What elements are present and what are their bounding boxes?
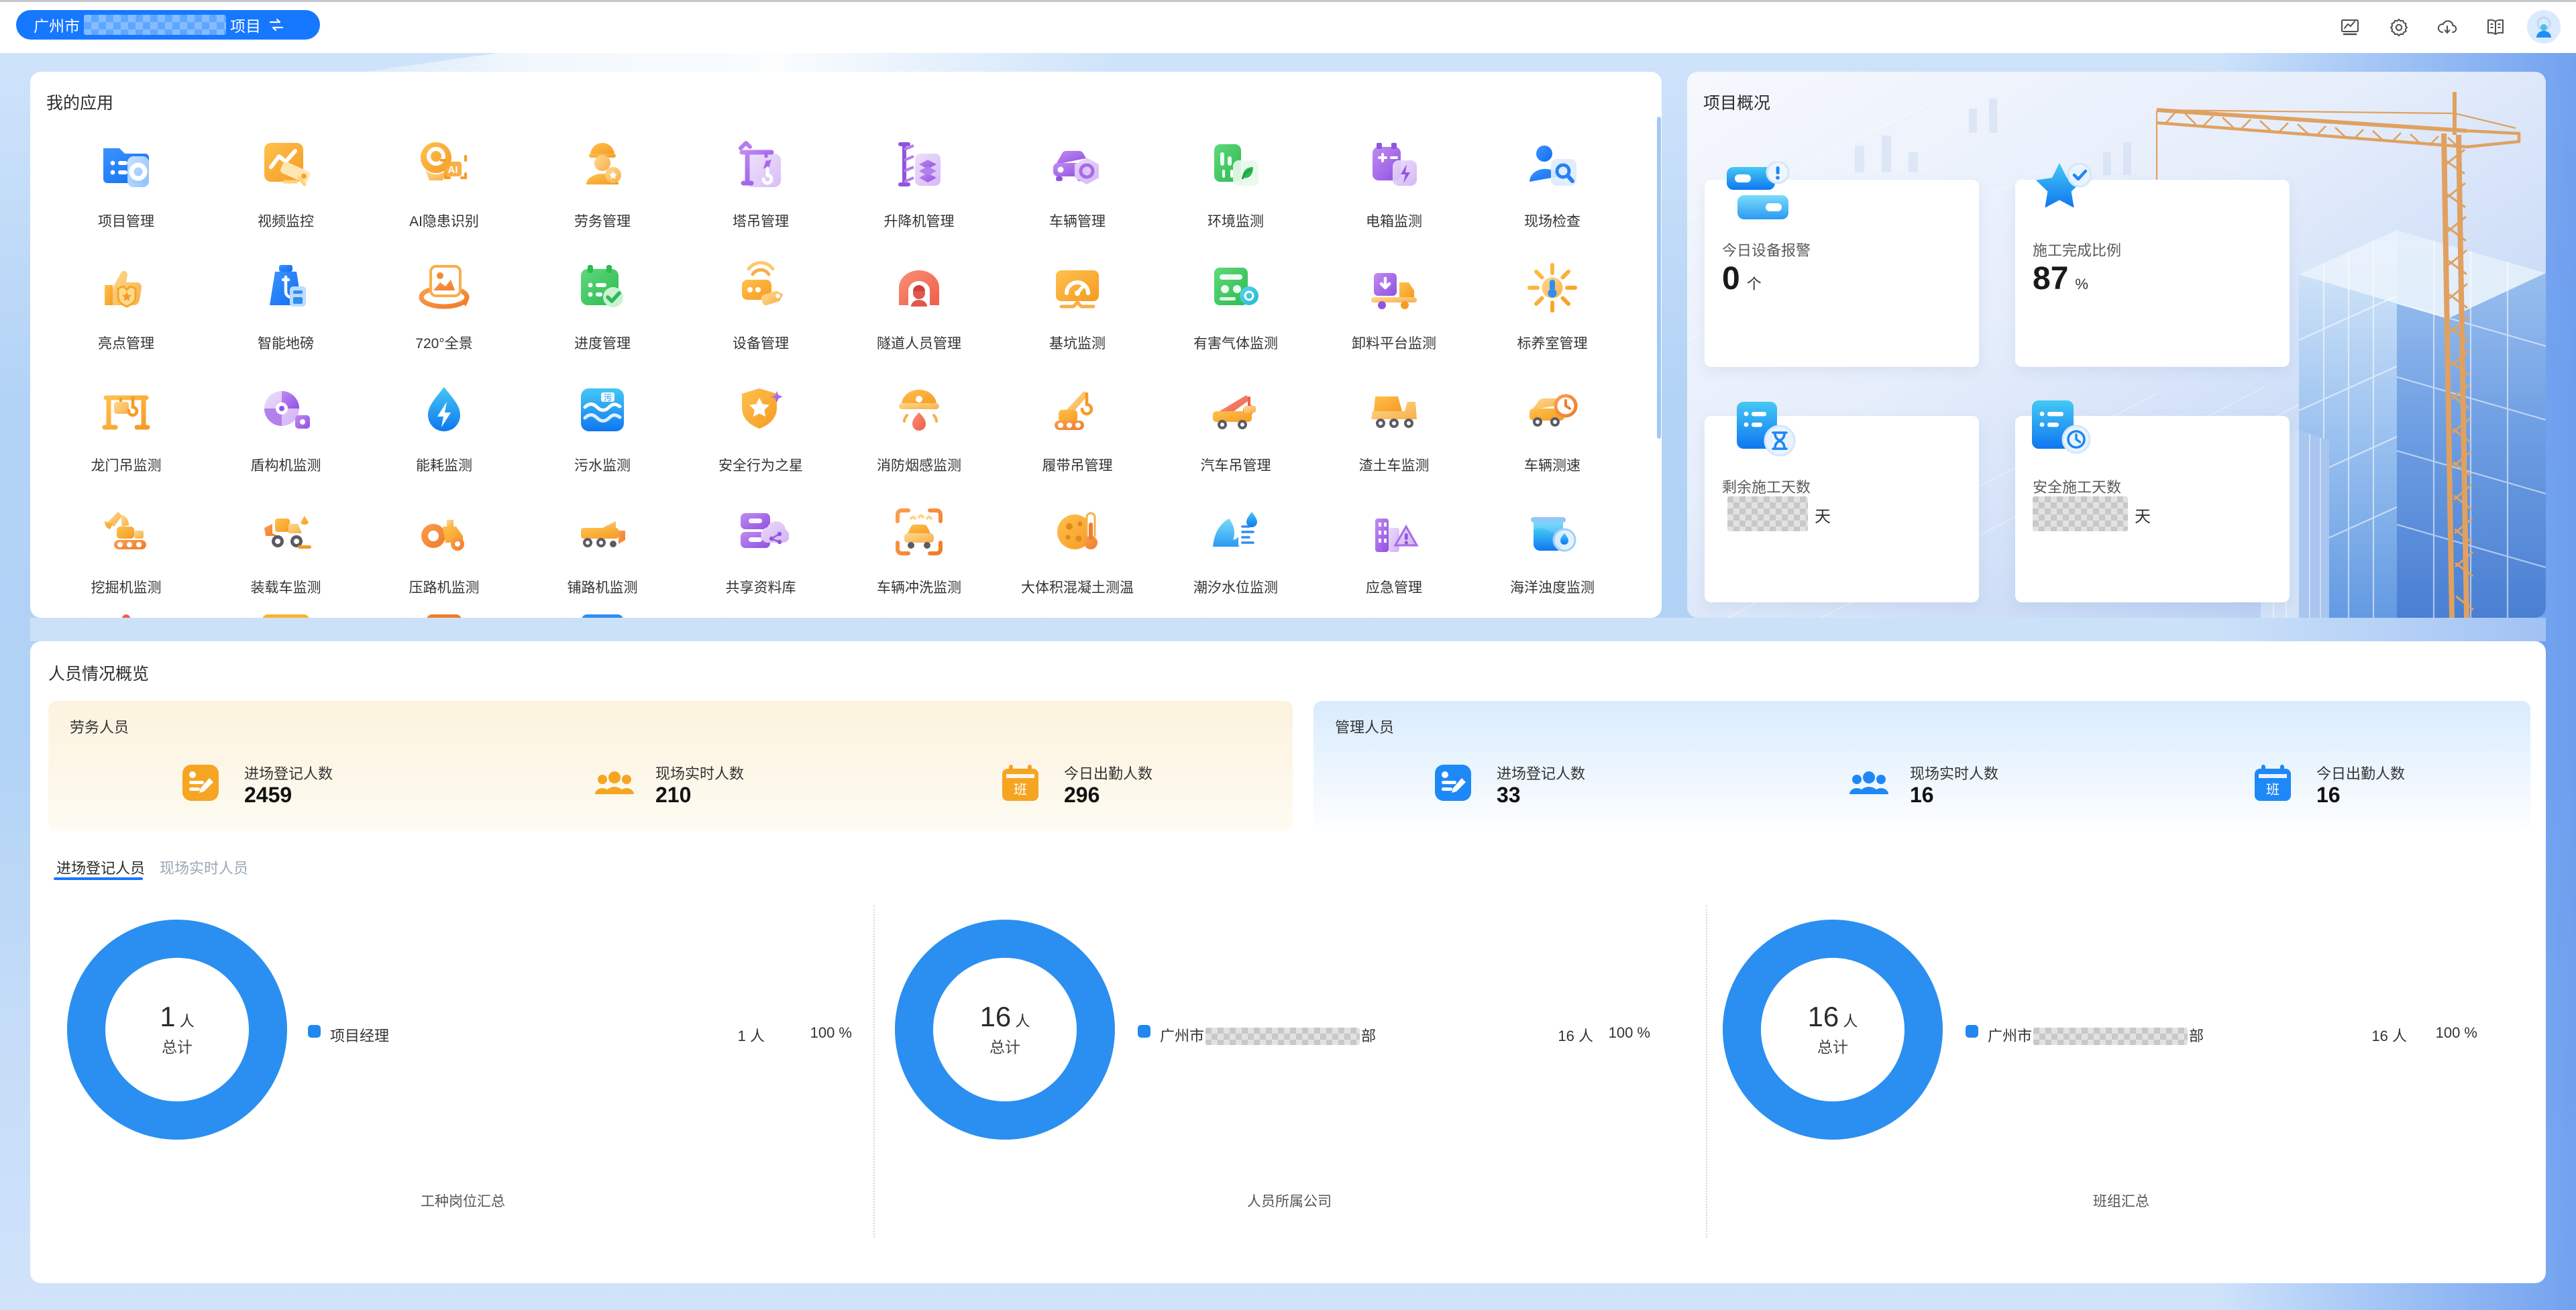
svg-text:污: 污 [604, 393, 612, 402]
svg-text:班: 班 [2266, 782, 2279, 798]
svg-text:班: 班 [1014, 782, 1027, 798]
svg-text:AI: AI [448, 164, 458, 176]
